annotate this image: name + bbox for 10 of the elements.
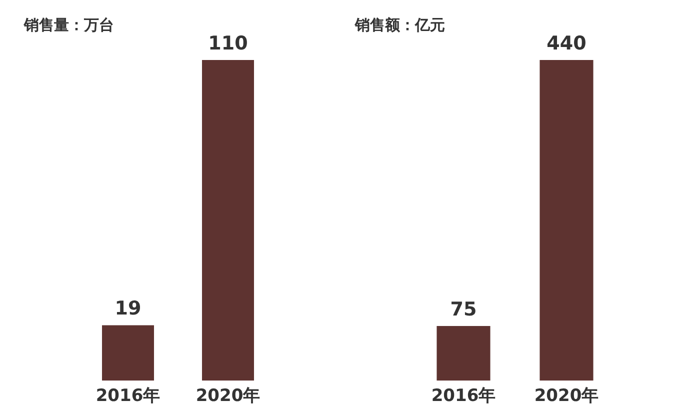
x-tick-label: 2020年 xyxy=(196,386,260,406)
x-tick-label: 2016年 xyxy=(431,386,496,406)
data-label: 19 xyxy=(114,298,142,320)
data-label: 110 xyxy=(208,32,248,54)
chart-title: 销售额：亿元 xyxy=(355,16,445,35)
data-label: 440 xyxy=(546,32,586,54)
x-tick-label: 2020年 xyxy=(534,386,599,406)
x-tick-label: 2016年 xyxy=(96,386,160,406)
chart-title: 销售量：万台 xyxy=(24,16,114,35)
data-label: 75 xyxy=(450,298,477,320)
